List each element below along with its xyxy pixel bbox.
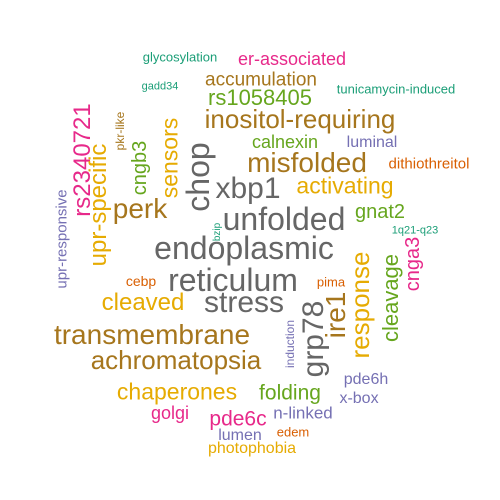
word-lumen: lumen [218, 427, 262, 444]
word-misfolded: misfolded [247, 147, 367, 178]
word-calnexin: calnexin [251, 132, 319, 152]
word-stress: stress [203, 286, 285, 319]
word-grp78: grp78 [297, 300, 330, 378]
word-cnga3: cnga3 [402, 236, 424, 292]
word-xbp1: xbp1 [215, 172, 281, 205]
word-unfolded: unfolded [222, 201, 346, 237]
word-chop: chop [180, 142, 216, 212]
word-cleaved: cleaved [101, 289, 185, 316]
word-perk: perk [112, 193, 168, 224]
word-pde6h: pde6h [343, 371, 389, 388]
word-accumulation: accumulation [205, 69, 317, 91]
word-er-associated: er-associated [237, 49, 347, 69]
word-edem: edem [276, 424, 310, 440]
word-photophobia: photophobia [207, 440, 297, 457]
word-reticulum: reticulum [168, 262, 298, 298]
word-rs1058405: rs1058405 [208, 85, 312, 110]
word-pima: pima [316, 274, 346, 290]
word-golgi: golgi [150, 403, 190, 423]
word-folding: folding [259, 381, 321, 405]
word-endoplasmic: endoplasmic [154, 230, 334, 266]
word-activating: activating [296, 172, 394, 199]
word-gnat2: gnat2 [354, 201, 406, 223]
word-sensors: sensors [156, 117, 183, 199]
word-upr-specific: upr-specific [85, 143, 112, 267]
word-achromatopsia: achromatopsia [90, 345, 262, 375]
word-x-box: x-box [339, 390, 379, 407]
word-cngb3: cngb3 [129, 140, 151, 196]
word-chaperones: chaperones [116, 378, 238, 405]
word-dithiothreitol: dithiothreitol [388, 155, 470, 173]
word-tunicamycin-induced: tunicamycin-induced [336, 81, 456, 97]
word-inositol-requiring: inositol-requiring [204, 104, 396, 134]
word-luminal: luminal [346, 134, 398, 151]
word-transmembrane: transmembrane [53, 319, 251, 350]
word-1q21-q23: 1q21-q23 [391, 224, 439, 237]
word-upr-responsive: upr-responsive [53, 189, 71, 289]
word-pde6c: pde6c [209, 407, 267, 431]
word-pkr-like: pkr-like [113, 111, 127, 151]
word-cebp: cebp [125, 273, 157, 289]
word-glycosylation: glycosylation [142, 49, 218, 65]
word-gadd34: gadd34 [141, 80, 179, 93]
word-induction: induction [283, 319, 297, 369]
word-cleavage: cleavage [378, 253, 403, 343]
word-n-linked: n-linked [273, 403, 333, 423]
